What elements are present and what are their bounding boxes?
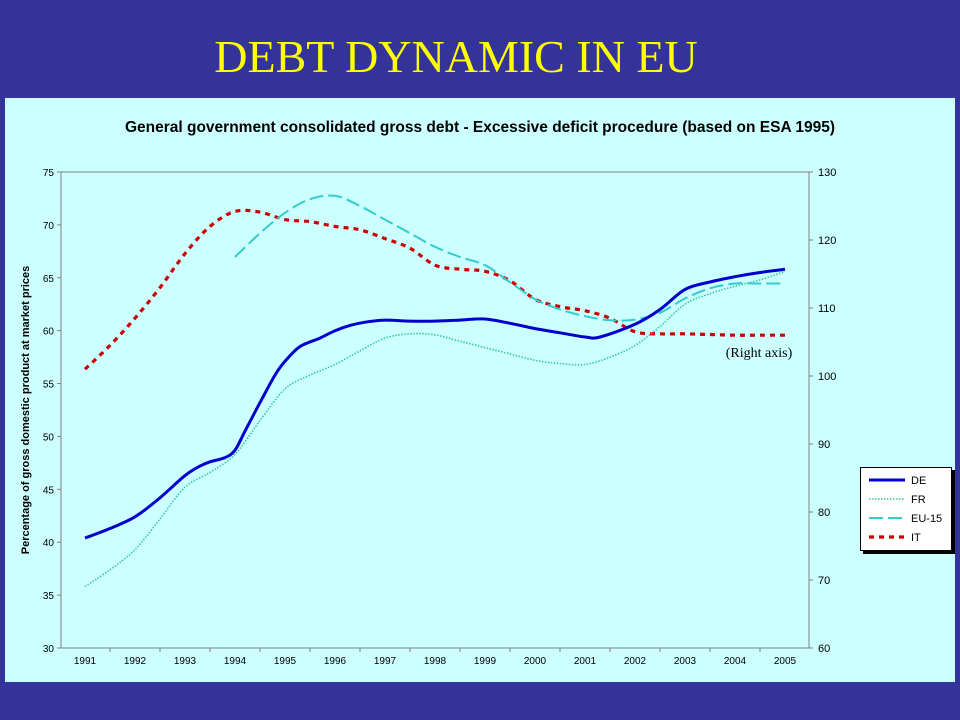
x-tick-label: 1991 xyxy=(74,656,97,667)
x-tick-label: 1999 xyxy=(474,656,497,667)
chart-legend: DE FR EU-15 IT xyxy=(860,467,952,551)
x-tick-label: 1995 xyxy=(274,656,297,667)
series-line-eu-15 xyxy=(234,194,785,322)
x-tick-label: 1998 xyxy=(424,656,447,667)
y-axis-label-left: Percentage of gross domestic product at … xyxy=(20,266,32,555)
x-tick-label: 2003 xyxy=(674,656,697,667)
debt-chart: General government consolidated gross de… xyxy=(20,119,836,667)
x-tick-label: 2004 xyxy=(724,656,747,667)
series-line-de xyxy=(84,267,786,540)
y-tick-label-left: 55 xyxy=(43,380,55,391)
x-tick-label: 1997 xyxy=(374,656,397,667)
y-tick-label-left: 70 xyxy=(43,221,55,232)
legend-label: IT xyxy=(911,532,921,544)
y-tick-label-left: 65 xyxy=(43,274,55,285)
y-tick-label-right: 100 xyxy=(818,371,836,383)
chart-panel: General government consolidated gross de… xyxy=(5,98,955,682)
right-axis-annotation: (Right axis) xyxy=(726,346,793,361)
plot-area xyxy=(60,171,810,649)
x-tick-label: 2005 xyxy=(774,656,797,667)
legend-label: FR xyxy=(911,494,926,506)
y-tick-label-right: 80 xyxy=(818,507,830,519)
x-tick-label: 1993 xyxy=(174,656,197,667)
y-tick-label-right: 60 xyxy=(818,643,830,655)
slide-title: DEBT DYNAMIC IN EU xyxy=(214,31,698,82)
y-tick-label-left: 40 xyxy=(43,538,55,549)
x-tick-label: 1992 xyxy=(124,656,147,667)
legend-label: DE xyxy=(911,475,926,487)
y-tick-label-right: 130 xyxy=(818,167,836,179)
y-tick-label-right: 110 xyxy=(818,303,836,315)
y-tick-label-right: 90 xyxy=(818,439,830,451)
y-tick-label-right: 120 xyxy=(818,235,836,247)
chart-title: General government consolidated gross de… xyxy=(125,119,835,136)
y-tick-label-left: 50 xyxy=(43,432,55,443)
y-tick-label-left: 35 xyxy=(43,591,55,602)
series-line-fr xyxy=(84,270,786,588)
x-tick-label: 2002 xyxy=(624,656,647,667)
x-tick-label: 2001 xyxy=(574,656,597,667)
series-line-it xyxy=(83,208,786,371)
x-tick-label: 2000 xyxy=(524,656,547,667)
x-tick-label: 1994 xyxy=(224,656,247,667)
x-tick-label: 1996 xyxy=(324,656,347,667)
y-tick-label-left: 60 xyxy=(43,327,55,338)
y-tick-label-left: 75 xyxy=(43,168,55,179)
y-tick-label-left: 45 xyxy=(43,485,55,496)
legend-label: EU-15 xyxy=(911,513,942,525)
y-tick-label-left: 30 xyxy=(43,644,55,655)
y-tick-label-right: 70 xyxy=(818,575,830,587)
